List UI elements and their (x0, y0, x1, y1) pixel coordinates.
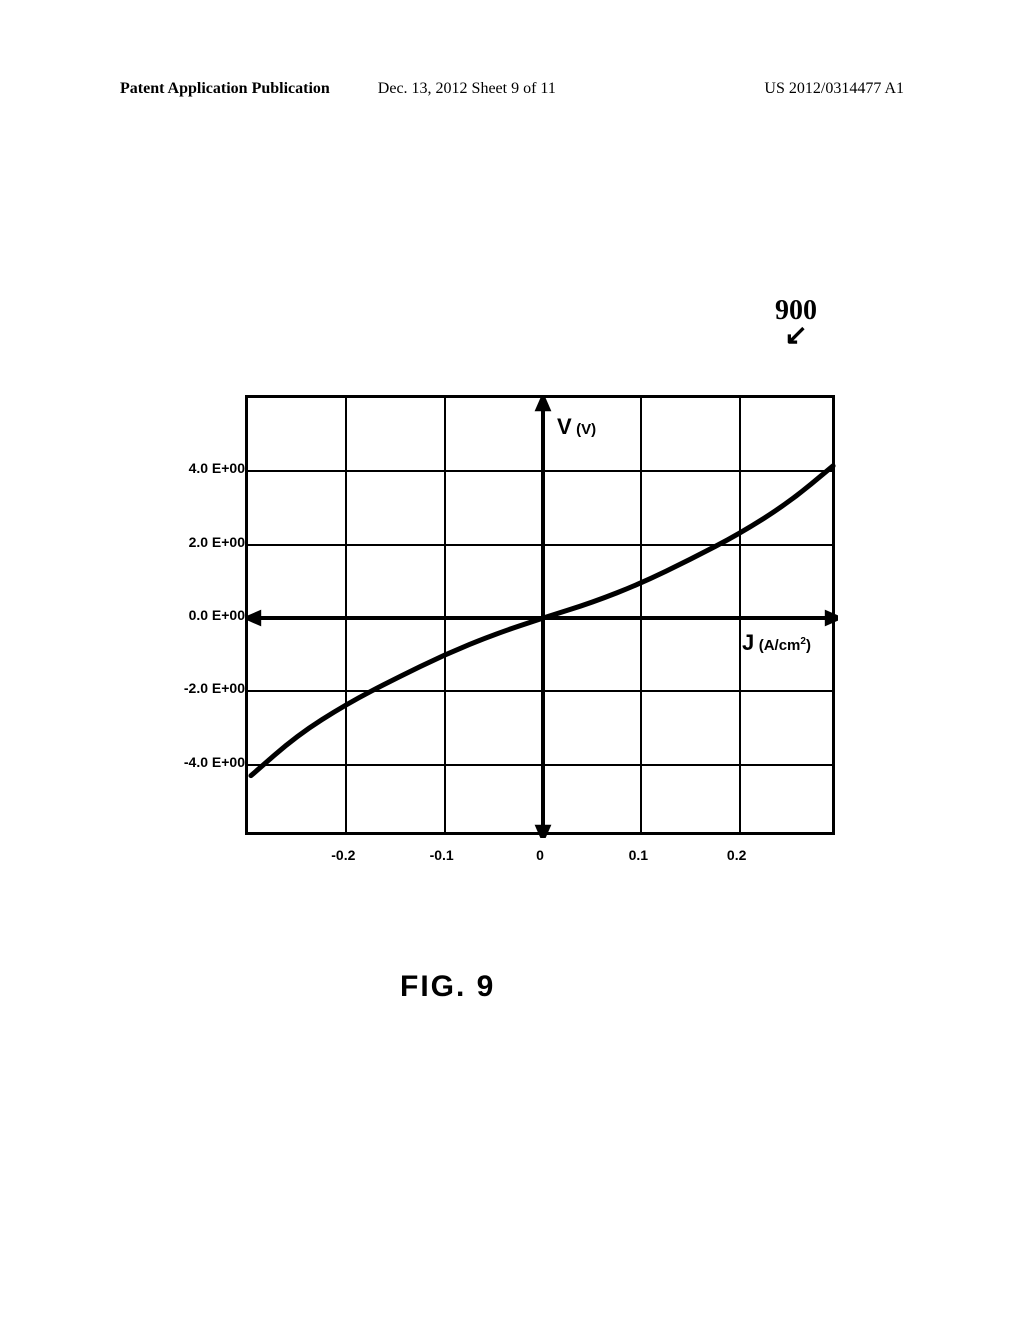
page-header: Patent Application Publication Dec. 13, … (0, 80, 1024, 98)
x-tick-label: 0 (536, 847, 544, 863)
gridline-horizontal (248, 690, 832, 692)
gridline-horizontal (248, 544, 832, 546)
reference-callout: 900 ↙ (775, 295, 817, 347)
gridline-vertical (739, 398, 741, 832)
gridline-horizontal (248, 764, 832, 766)
header-right: US 2012/0314477 A1 (764, 80, 904, 98)
gridline-vertical (345, 398, 347, 832)
y-tick-label: 4.0 E+00 (189, 460, 245, 476)
x-tick-label: 0.1 (629, 847, 648, 863)
gridline-horizontal (248, 617, 832, 619)
gridline-vertical (640, 398, 642, 832)
iv-chart: V (V) J (A/cm2) 4.0 E+00 2.0 E+00 0.0 E+00… (145, 395, 845, 895)
y-tick-label: -4.0 E+00 (184, 754, 245, 770)
figure-caption: FIG. 9 (400, 970, 495, 1004)
x-tick-label: -0.2 (331, 847, 355, 863)
plot-frame: V (V) J (A/cm2) (245, 395, 835, 835)
y-tick-label: 2.0 E+00 (189, 534, 245, 550)
gridline-horizontal (248, 470, 832, 472)
reference-arrow-icon: ↙ (775, 325, 817, 347)
gridline-vertical (444, 398, 446, 832)
x-axis-label: J (A/cm2) (742, 630, 811, 656)
x-tick-label: -0.1 (430, 847, 454, 863)
y-tick-label: -2.0 E+00 (184, 680, 245, 696)
gridline-vertical (542, 398, 544, 832)
header-center: Dec. 13, 2012 Sheet 9 of 11 (378, 80, 556, 98)
y-axis-label: V (V) (557, 414, 596, 440)
x-tick-label: 0.2 (727, 847, 746, 863)
header-left: Patent Application Publication (120, 80, 330, 98)
y-tick-label: 0.0 E+00 (189, 607, 245, 623)
